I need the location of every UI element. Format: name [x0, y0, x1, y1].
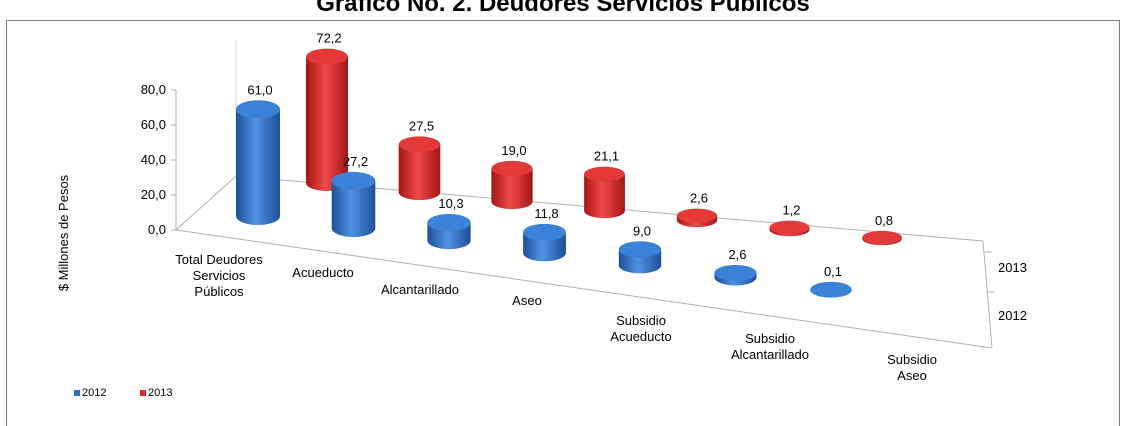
- bar-2012-6: [810, 281, 852, 298]
- bar-2013-3-body: [584, 173, 625, 219]
- bar-2012-1-top: [331, 171, 376, 190]
- category-label-2: Alcantarillado: [381, 282, 459, 297]
- bar-2012-5: [714, 264, 757, 286]
- bar-2013-1-top: [398, 136, 441, 152]
- legend-swatch-2012: [74, 390, 80, 396]
- data-label-2012-4: 9,0: [633, 223, 651, 238]
- legend-item-2013: 2013: [140, 387, 172, 399]
- category-label-4: Subsidio Acueducto: [610, 313, 671, 344]
- bar-2012-5-top: [714, 264, 757, 281]
- y-tick-label: 20,0: [141, 187, 166, 202]
- bar-2012-2-top: [427, 213, 471, 232]
- bars-group: [236, 48, 902, 298]
- axes-group: 0,0 20,0 40,0 60,0 80,0 2013 2012: [141, 40, 1027, 349]
- bar-2013-0-top: [306, 48, 348, 65]
- depth-label-2013: 2013: [998, 260, 1027, 275]
- chart-frame: [6, 20, 1120, 426]
- bar-2013-6: [862, 230, 902, 246]
- bar-2012-0-top: [236, 100, 280, 119]
- legend-label-2013: 2013: [148, 387, 173, 399]
- data-label-2012-1: 27,2: [343, 154, 368, 169]
- front-floor-line: [175, 229, 993, 349]
- depth-label-2012: 2012: [998, 308, 1027, 323]
- legend-label-2012: 2012: [82, 387, 107, 399]
- bar-2012-2: [427, 213, 471, 250]
- labels-group: 72,2 27,5 19,0 21,1 2,6 1,2 0,8 61,0 27,2 10,3 11,…: [175, 31, 937, 383]
- bar-2012-3: [523, 223, 566, 262]
- category-label-5: Subsidio Alcantarillado: [731, 331, 809, 362]
- bar-2013-0: [306, 48, 348, 191]
- y-tick-label: 0,0: [148, 222, 166, 237]
- category-label-3: Aseo: [512, 293, 542, 308]
- data-label-2013-2: 19,0: [501, 143, 526, 158]
- data-label-2013-3: 21,1: [594, 149, 619, 164]
- data-label-2013-4: 2,6: [690, 191, 708, 206]
- category-label-0: Total Deudores Servicios Públicos: [175, 252, 263, 299]
- left-floor-edge: [175, 175, 237, 231]
- legend-swatch-2013: [140, 390, 146, 396]
- data-label-2012-0: 61,0: [247, 82, 272, 97]
- data-label-2013-1: 27,5: [409, 118, 434, 133]
- bar-2013-5-top: [769, 220, 810, 235]
- bar-2013-3-top: [584, 166, 625, 182]
- bar-2012-3-top: [523, 223, 566, 241]
- bar-2012-4-top: [618, 241, 662, 258]
- bar-2013-2: [491, 160, 533, 210]
- y-tick-label: 60,0: [141, 117, 166, 132]
- category-label-1: Acueducto: [292, 265, 353, 280]
- chart-title: Gráfico No. 2. Deudores Servicios Públic…: [316, 0, 810, 17]
- bar-2013-4-top: [676, 208, 718, 223]
- y-tick-label: 40,0: [141, 152, 166, 167]
- bar-2013-3: [584, 166, 625, 219]
- bar-2012-1-body: [331, 180, 376, 238]
- legend-item-2012: 2012: [74, 387, 106, 399]
- bar-2013-1-body: [398, 144, 441, 201]
- depth-axis-line: [982, 240, 993, 349]
- data-label-2012-2: 10,3: [438, 196, 463, 211]
- bar-2012-0-body: [236, 109, 280, 225]
- y-tick-label: 80,0: [141, 82, 166, 97]
- bar-2012-6-top: [810, 281, 852, 298]
- bar-2013-1: [398, 136, 441, 201]
- bar-2013-2-body: [491, 168, 533, 210]
- bar-2012-4: [618, 241, 662, 274]
- data-label-2012-6: 0,1: [824, 264, 842, 279]
- data-label-2012-5: 2,6: [728, 247, 746, 262]
- bar-2013-0-body: [306, 56, 348, 191]
- bar-2013-2-top: [491, 160, 533, 176]
- bar-2013-5: [769, 220, 810, 237]
- y-axis-label: $ Millones de Pesos: [56, 174, 71, 291]
- data-label-2013-5: 1,2: [782, 203, 800, 218]
- data-label-2013-6: 0,8: [875, 213, 893, 228]
- data-label-2012-3: 11,8: [534, 206, 558, 221]
- data-label-2013-0: 72,2: [316, 31, 341, 46]
- bar-2012-0: [236, 100, 280, 225]
- bar-2013-4: [676, 208, 718, 228]
- bar-2013-6-top: [862, 230, 902, 244]
- category-label-6: Subsidio Aseo: [887, 352, 937, 383]
- bar-2012-1: [331, 171, 376, 238]
